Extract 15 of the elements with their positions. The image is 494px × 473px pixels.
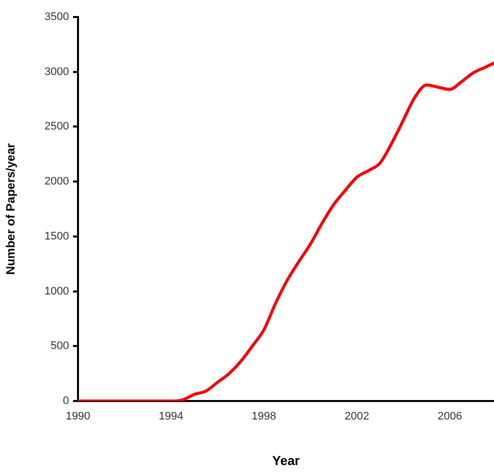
y-tick-label: 0 [62, 395, 69, 408]
x-tick-label: 1998 [252, 410, 276, 423]
x-axis-title: Year [272, 452, 300, 468]
y-tick-label: 3000 [44, 66, 69, 78]
x-tick-label: 1990 [66, 410, 90, 423]
y-tick-label: 2500 [44, 120, 69, 133]
y-tick-label: 2000 [44, 176, 69, 188]
y-tick-label: 1000 [44, 285, 69, 298]
y-tick-label: 500 [50, 340, 69, 352]
y-axis-title: Number of Papers/year [4, 142, 18, 275]
x-tick-label: 2006 [438, 410, 462, 423]
y-tick-label: 1500 [44, 230, 69, 242]
y-tick-label: 3500 [44, 11, 69, 24]
x-tick-label: 1994 [158, 410, 184, 423]
x-tick-label: 2002 [344, 410, 370, 423]
